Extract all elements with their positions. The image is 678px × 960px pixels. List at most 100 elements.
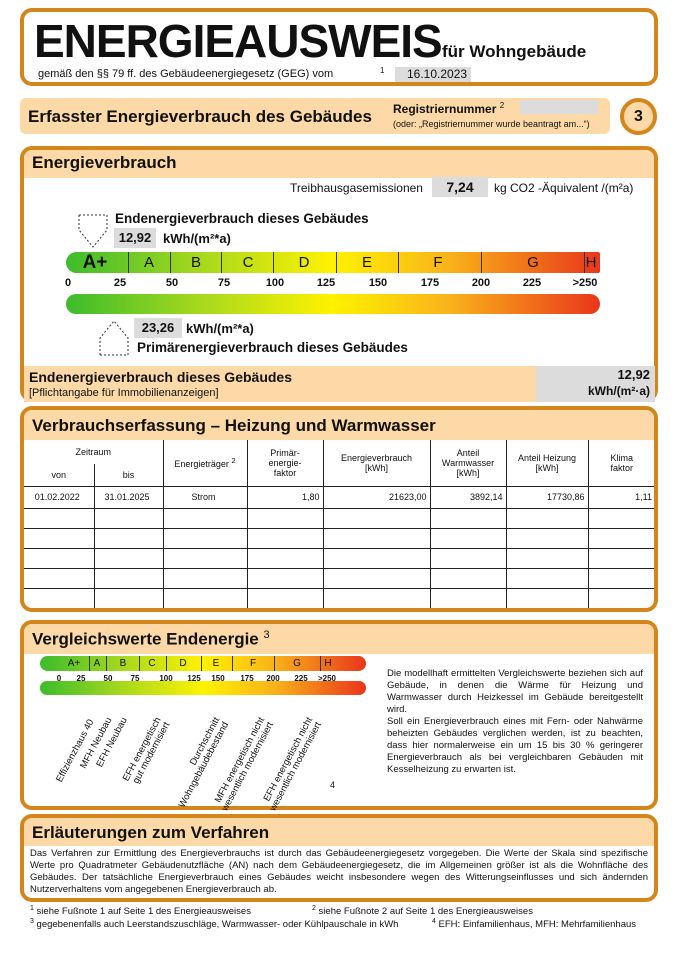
explanation-box: Erläuterungen zum Verfahren Das Verfahre… bbox=[20, 814, 658, 902]
class-divider bbox=[320, 656, 321, 671]
class-label-a: A bbox=[143, 254, 154, 271]
table-cell bbox=[162, 567, 248, 589]
tick-label: 25 bbox=[76, 674, 86, 683]
class-label-g: G bbox=[293, 658, 301, 669]
class-divider bbox=[232, 656, 233, 671]
end-energy-label: Endenergieverbrauch dieses Gebäudes bbox=[115, 211, 369, 226]
footnote-2-num: 2 bbox=[312, 905, 316, 912]
table-cell bbox=[322, 587, 431, 608]
table-cell bbox=[505, 507, 589, 529]
table-cell bbox=[162, 507, 248, 529]
class-label-e: E bbox=[361, 254, 372, 271]
page-number: 3 bbox=[620, 98, 657, 135]
issue-date: 16.10.2023 bbox=[395, 67, 471, 82]
summary-value-box: 12,92 kWh/(m²·a) bbox=[536, 366, 655, 402]
class-label-c: C bbox=[242, 254, 254, 271]
table-cell: 01.02.2022 bbox=[24, 485, 95, 509]
table-row bbox=[24, 507, 654, 529]
table-cell bbox=[93, 547, 164, 569]
class-divider bbox=[398, 252, 399, 273]
table-cell bbox=[93, 507, 164, 529]
class-divider bbox=[139, 656, 140, 671]
class-label-f: F bbox=[249, 658, 257, 669]
tick-label: 125 bbox=[316, 277, 336, 289]
class-label-b: B bbox=[190, 254, 201, 271]
table-cell bbox=[429, 567, 507, 589]
footnote-4-text: EFH: Einfamilienhaus, MFH: Mehrfamilienh… bbox=[438, 919, 637, 931]
table-row bbox=[24, 567, 654, 589]
reg-label: Registriernummer 2 bbox=[393, 101, 504, 116]
reg-value bbox=[520, 100, 598, 114]
ghg-unit: kg CO2 -Äquivalent /(m²a) bbox=[494, 181, 634, 195]
comparison-ticks: 0 25 50 75 100 125 150 175 200 225 >250 bbox=[0, 674, 678, 686]
table-cell bbox=[24, 547, 95, 569]
table-cell bbox=[162, 527, 248, 549]
comparison-scale-2 bbox=[40, 681, 366, 695]
col-heizung: Anteil Heizung [kWh] bbox=[505, 440, 589, 487]
table-cell bbox=[587, 507, 654, 529]
doc-title: ENERGIEAUSWEIS bbox=[34, 15, 443, 67]
comparison-box: Vergleichswerte Endenergie 3 bbox=[20, 620, 658, 810]
col-verbrauch: Energieverbrauch [kWh] bbox=[322, 440, 431, 487]
table-cell: 31.01.2025 bbox=[93, 485, 164, 509]
tick-label: 175 bbox=[240, 674, 254, 683]
class-label-g: G bbox=[527, 254, 539, 271]
table-cell: 3892,14 bbox=[429, 485, 507, 509]
tick-label: 225 bbox=[522, 277, 542, 289]
law-note: 1 bbox=[380, 66, 385, 75]
table-cell bbox=[322, 567, 431, 589]
reg-hint: (oder: „Registriernummer wurde beantragt… bbox=[393, 119, 590, 129]
table-cell bbox=[246, 587, 324, 608]
ghg-label: Treibhausgasemissionen bbox=[290, 181, 423, 195]
footnote-3-text: gegebenenfalls auch Leerstandszuschläge,… bbox=[36, 919, 399, 931]
footnote-2-text: siehe Fußnote 2 auf Seite 1 des Energiea… bbox=[318, 906, 533, 918]
section-title: Erfasster Energieverbrauch des Gebäudes bbox=[28, 107, 372, 126]
table-cell: 21623,00 bbox=[322, 485, 431, 509]
tick-label: 200 bbox=[471, 277, 491, 289]
table-row bbox=[24, 547, 654, 569]
footnote-3: 3 gegebenenfalls auch Leerstandszuschläg… bbox=[30, 918, 398, 930]
table-cell bbox=[587, 587, 654, 608]
footnote-1: 1 siehe Fußnote 1 auf Seite 1 des Energi… bbox=[30, 905, 251, 917]
table-cell bbox=[162, 587, 248, 608]
table-cell bbox=[429, 587, 507, 608]
comparison-scale: A+ A B C D E F G H bbox=[40, 656, 366, 671]
table-cell bbox=[322, 507, 431, 529]
class-divider bbox=[170, 252, 171, 273]
col-traeger: Energieträger 2 bbox=[162, 440, 248, 487]
table-cell bbox=[24, 587, 95, 608]
table-row bbox=[24, 527, 654, 549]
table-cell bbox=[322, 527, 431, 549]
tick-label: 75 bbox=[130, 674, 140, 683]
table-cell bbox=[24, 567, 95, 589]
table-row bbox=[24, 587, 654, 608]
class-label-h: H bbox=[585, 254, 597, 271]
energy-box: Energieverbrauch bbox=[20, 146, 658, 402]
table-cell bbox=[505, 547, 589, 569]
scale-ticks: 0 25 50 75 100 125 150 175 200 225 >250 bbox=[0, 277, 678, 291]
col-warmwasser: Anteil Warmwasser [kWh] bbox=[429, 440, 507, 487]
table-cell bbox=[587, 547, 654, 569]
class-divider bbox=[128, 252, 129, 273]
tick-label: 175 bbox=[420, 277, 440, 289]
tick-label: 0 bbox=[64, 277, 72, 289]
tick-label: 200 bbox=[266, 674, 280, 683]
table-cell: 1,11 bbox=[587, 485, 654, 509]
summary-note: [Pflichtangabe für Immobilienanzeigen] bbox=[29, 387, 219, 399]
class-label-c: C bbox=[148, 658, 156, 669]
tick-label: 50 bbox=[165, 277, 179, 289]
tick-label: 225 bbox=[294, 674, 308, 683]
col-traeger-text: Energieträger bbox=[174, 459, 229, 470]
footnote-2: 2 siehe Fußnote 2 auf Seite 1 des Energi… bbox=[312, 905, 533, 917]
comparison-header: Vergleichswerte Endenergie 3 bbox=[24, 624, 654, 654]
section-bar: Erfasster Energieverbrauch des Gebäudes … bbox=[20, 98, 610, 134]
refs-note: 4 bbox=[330, 780, 336, 790]
table-cell bbox=[24, 527, 95, 549]
class-divider bbox=[273, 252, 274, 273]
class-label-a: A bbox=[93, 658, 101, 669]
summary-unit: kWh/(m²·a) bbox=[588, 384, 650, 398]
class-divider bbox=[106, 656, 107, 671]
table-cell bbox=[429, 507, 507, 529]
footnote-1-num: 1 bbox=[30, 905, 34, 912]
end-energy-unit: kWh/(m²*a) bbox=[163, 231, 231, 246]
